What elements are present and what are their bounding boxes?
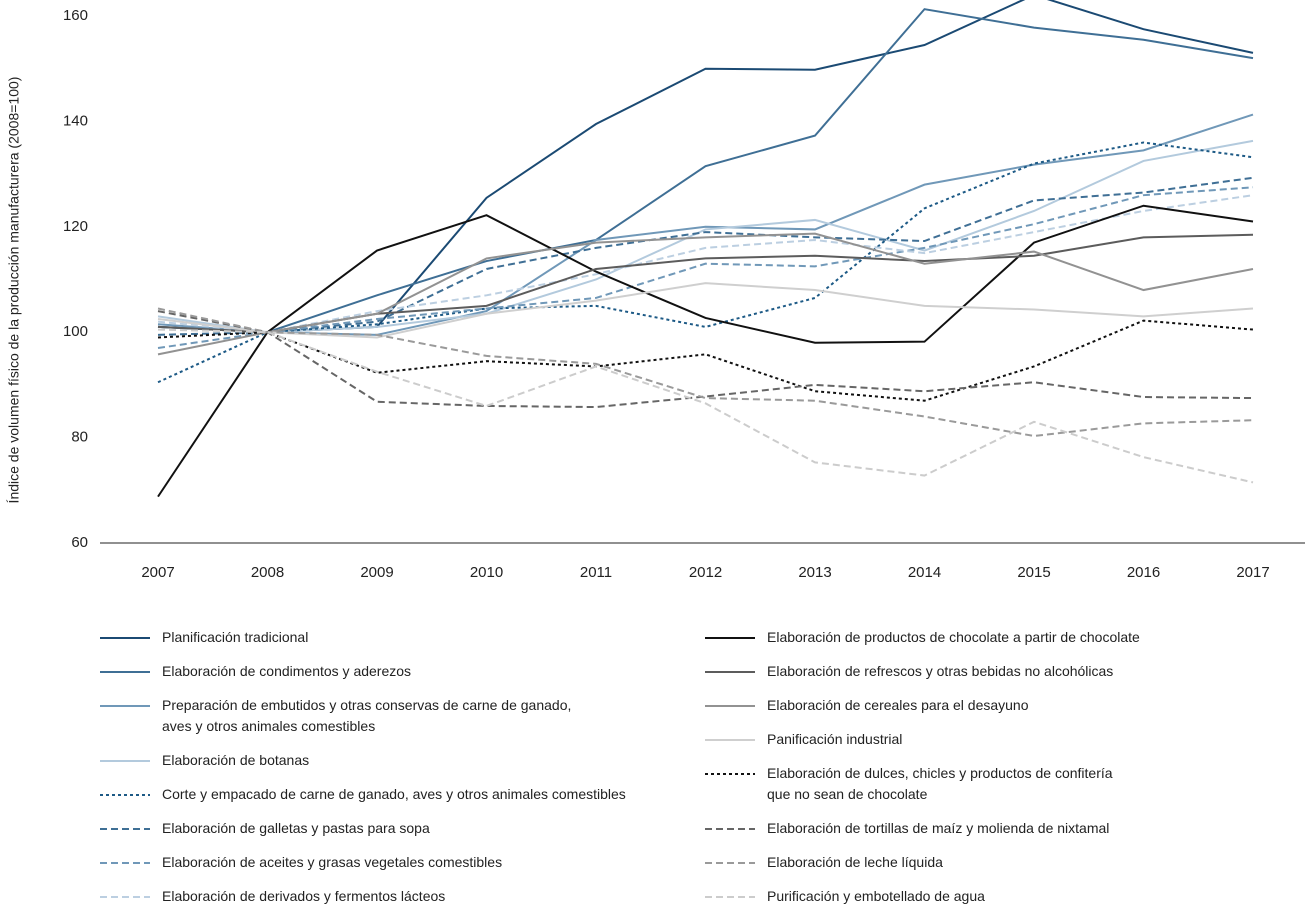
y-tick-label: 160: [63, 7, 88, 24]
series-line: [157, 141, 1254, 384]
legend-label: Purificación y embotellado de agua: [767, 888, 985, 904]
legend-label: Panificación industrial: [767, 731, 903, 747]
legend-entry: Elaboración de derivados y fermentos lác…: [100, 886, 705, 907]
y-tick-label: 140: [63, 112, 88, 129]
x-tick-label: 2011: [580, 564, 612, 581]
legend-swatch: [705, 705, 755, 707]
legend-entry: Planificación tradicional: [100, 627, 705, 648]
legend-entry: Elaboración de leche líquida: [705, 852, 1300, 873]
legend-label: Elaboración de dulces, chicles y product…: [767, 765, 1113, 802]
legend-swatch: [705, 671, 755, 673]
x-tick-label: 2010: [470, 564, 503, 581]
x-tick-label: 2017: [1236, 564, 1269, 581]
legend-swatch: [705, 862, 755, 864]
legend-swatch: [705, 896, 755, 898]
legend-label: Elaboración de aceites y grasas vegetale…: [162, 854, 503, 870]
legend-swatch: [100, 760, 150, 762]
series-line: [157, 194, 1254, 334]
legend-label: Elaboración de cereales para el desayuno: [767, 697, 1029, 713]
chart: Índice de volumen físico de la producció…: [6, 0, 1305, 581]
legend-swatch: [100, 794, 150, 796]
legend-entry: Elaboración de tortillas de maíz y molie…: [705, 818, 1300, 839]
legend-label: Elaboración de refrescos y otras bebidas…: [767, 663, 1114, 679]
legend-entry: Elaboración de botanas: [100, 750, 705, 771]
y-tick-label: 120: [63, 218, 88, 235]
legend-label: Elaboración de derivados y fermentos lác…: [162, 888, 446, 904]
legend-entry: Elaboración de aceites y grasas vegetale…: [100, 852, 705, 873]
legend-entry: Preparación de embutidos y otras conserv…: [100, 695, 705, 737]
legend-swatch: [705, 739, 755, 741]
legend-swatch: [705, 637, 755, 639]
series-line: [157, 8, 1254, 334]
legend-swatch: [100, 671, 150, 673]
series-line: [157, 328, 1254, 484]
legend-label: Preparación de embutidos y otras conserv…: [162, 697, 572, 734]
x-tick-label: 2016: [1127, 564, 1160, 581]
y-tick-label: 60: [71, 534, 88, 551]
y-axis-title: Índice de volumen físico de la producció…: [6, 77, 22, 504]
x-tick-label: 2009: [360, 564, 393, 581]
legend-entry: Elaboración de condimentos y aderezos: [100, 661, 705, 682]
legend-label: Elaboración de tortillas de maíz y molie…: [767, 820, 1110, 836]
legend-label: Elaboración de galletas y pastas para so…: [162, 820, 430, 836]
series-line: [157, 307, 1254, 438]
series-line: [157, 176, 1254, 336]
legend-entry: Panificación industrial: [705, 729, 1300, 750]
legend-swatch: [100, 896, 150, 898]
legend-entry: Elaboración de refrescos y otras bebidas…: [705, 661, 1300, 682]
x-tick-label: 2007: [141, 564, 174, 581]
legend-label: Elaboración de productos de chocolate a …: [767, 629, 1140, 645]
series-line: [157, 113, 1254, 336]
legend-swatch: [100, 705, 150, 707]
series-line: [157, 282, 1254, 339]
legend-entry: Elaboración de dulces, chicles y product…: [705, 763, 1300, 805]
legend-swatch: [705, 773, 755, 775]
legend-entry: Elaboración de galletas y pastas para so…: [100, 818, 705, 839]
legend-swatch: [100, 637, 150, 639]
legend-entry: Purificación y embotellado de agua: [705, 886, 1300, 907]
legend-swatch: [100, 862, 150, 864]
series-line: [157, 186, 1254, 349]
x-tick-label: 2012: [689, 564, 722, 581]
x-tick-label: 2013: [798, 564, 831, 581]
legend-label: Elaboración de leche líquida: [767, 854, 943, 870]
y-tick-label: 80: [71, 429, 88, 446]
legend: Planificación tradicional Elaboración de …: [100, 627, 1300, 909]
series-line: [157, 139, 1254, 334]
legend-label: Elaboración de botanas: [162, 752, 310, 768]
legend-entry: Elaboración de cereales para el desayuno: [705, 695, 1300, 716]
x-tick-label: 2015: [1017, 564, 1050, 581]
legend-entry: Corte y empacado de carne de ganado, ave…: [100, 784, 705, 805]
legend-entry: Elaboración de productos de chocolate a …: [705, 627, 1300, 648]
x-tick-label: 2014: [908, 564, 941, 581]
legend-column: Planificación tradicional Elaboración de …: [100, 627, 705, 909]
legend-swatch: [705, 828, 755, 830]
x-tick-label: 2008: [251, 564, 284, 581]
y-tick-label: 100: [63, 323, 88, 340]
series-line: [157, 204, 1254, 498]
legend-label: Corte y empacado de carne de ganado, ave…: [162, 786, 626, 802]
legend-swatch: [100, 828, 150, 830]
legend-label: Elaboración de condimentos y aderezos: [162, 663, 412, 679]
series-line: [157, 232, 1254, 356]
legend-label: Planificación tradicional: [162, 629, 309, 645]
series-line: [157, 310, 1254, 409]
legend-column: Elaboración de productos de chocolate a …: [705, 627, 1300, 909]
